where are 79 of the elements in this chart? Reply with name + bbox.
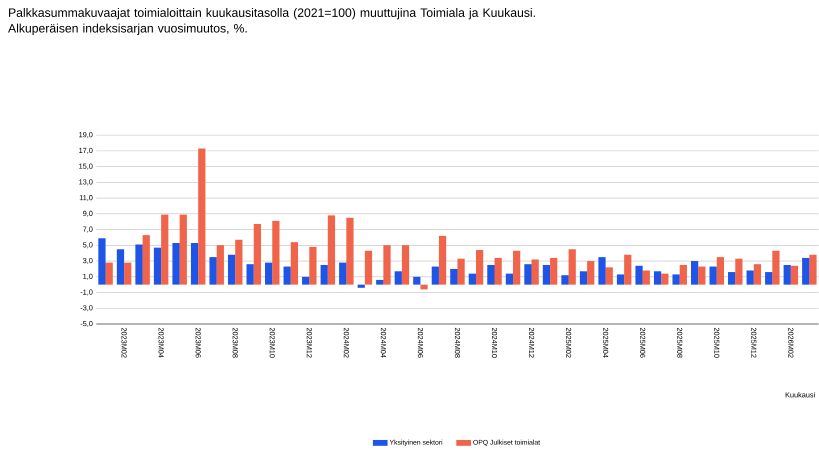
bar	[728, 272, 736, 285]
bar	[172, 242, 180, 285]
bar	[180, 214, 187, 285]
bar	[790, 266, 798, 285]
bar	[320, 264, 328, 285]
bar	[450, 268, 458, 285]
bar	[680, 264, 687, 285]
bar	[161, 214, 168, 285]
bar	[116, 249, 124, 285]
bar	[328, 215, 336, 285]
bar	[383, 245, 391, 285]
bar	[735, 258, 743, 285]
bar	[550, 258, 558, 285]
bar	[198, 148, 206, 285]
bar	[402, 245, 410, 285]
bar	[432, 266, 439, 285]
bar	[784, 264, 791, 285]
bar	[746, 270, 754, 285]
chart-title: Palkkasummakuvaajat toimialoittain kuukausitasolla (2021=100) muuttujina Toimiala ja Kuukausi. Alkuperäisen indeksisarjan vuosimuutos, %.	[8, 8, 535, 35]
bar	[772, 250, 780, 285]
bar	[698, 266, 706, 285]
bar	[438, 236, 446, 285]
bar	[765, 272, 772, 285]
bar	[568, 249, 576, 285]
bar	[506, 274, 514, 285]
bar	[616, 274, 624, 285]
bar	[494, 258, 502, 285]
bar	[690, 261, 698, 285]
bar	[635, 266, 643, 285]
bar	[487, 264, 494, 285]
bar	[654, 271, 662, 285]
bar	[154, 248, 162, 285]
bar	[457, 258, 465, 285]
bar	[587, 261, 594, 285]
bar	[513, 250, 520, 285]
bar	[606, 267, 613, 285]
bar	[228, 254, 236, 285]
bar	[246, 264, 254, 285]
bar	[339, 262, 346, 285]
bar	[106, 262, 113, 285]
bar	[661, 274, 668, 285]
bar	[754, 264, 762, 285]
bar	[98, 238, 106, 285]
bar	[190, 242, 198, 285]
bar	[532, 259, 539, 285]
bar	[135, 244, 143, 285]
bar	[290, 242, 298, 285]
bar	[809, 254, 817, 285]
bar	[561, 275, 569, 285]
bar	[468, 274, 476, 285]
bar	[580, 271, 588, 285]
bar	[358, 284, 365, 288]
bar	[598, 257, 606, 285]
bar	[265, 262, 272, 285]
bar	[142, 235, 150, 285]
bar	[624, 254, 632, 285]
bar	[216, 245, 224, 285]
bar	[124, 262, 132, 285]
bar	[284, 266, 291, 285]
bar	[254, 224, 261, 285]
bar	[710, 266, 717, 285]
bar	[235, 240, 242, 285]
bar	[642, 270, 650, 285]
bar	[716, 257, 724, 285]
bar	[542, 264, 550, 285]
bar	[413, 276, 420, 285]
bar	[209, 257, 217, 285]
bar	[524, 264, 532, 285]
bar	[476, 250, 484, 285]
bar	[272, 220, 280, 285]
bar	[672, 274, 680, 285]
bar	[346, 218, 354, 285]
bar	[376, 280, 384, 285]
bar	[364, 250, 372, 285]
bar	[309, 246, 317, 285]
bar	[394, 271, 402, 285]
bar	[420, 284, 428, 290]
bar	[302, 276, 310, 285]
bar	[802, 258, 810, 285]
